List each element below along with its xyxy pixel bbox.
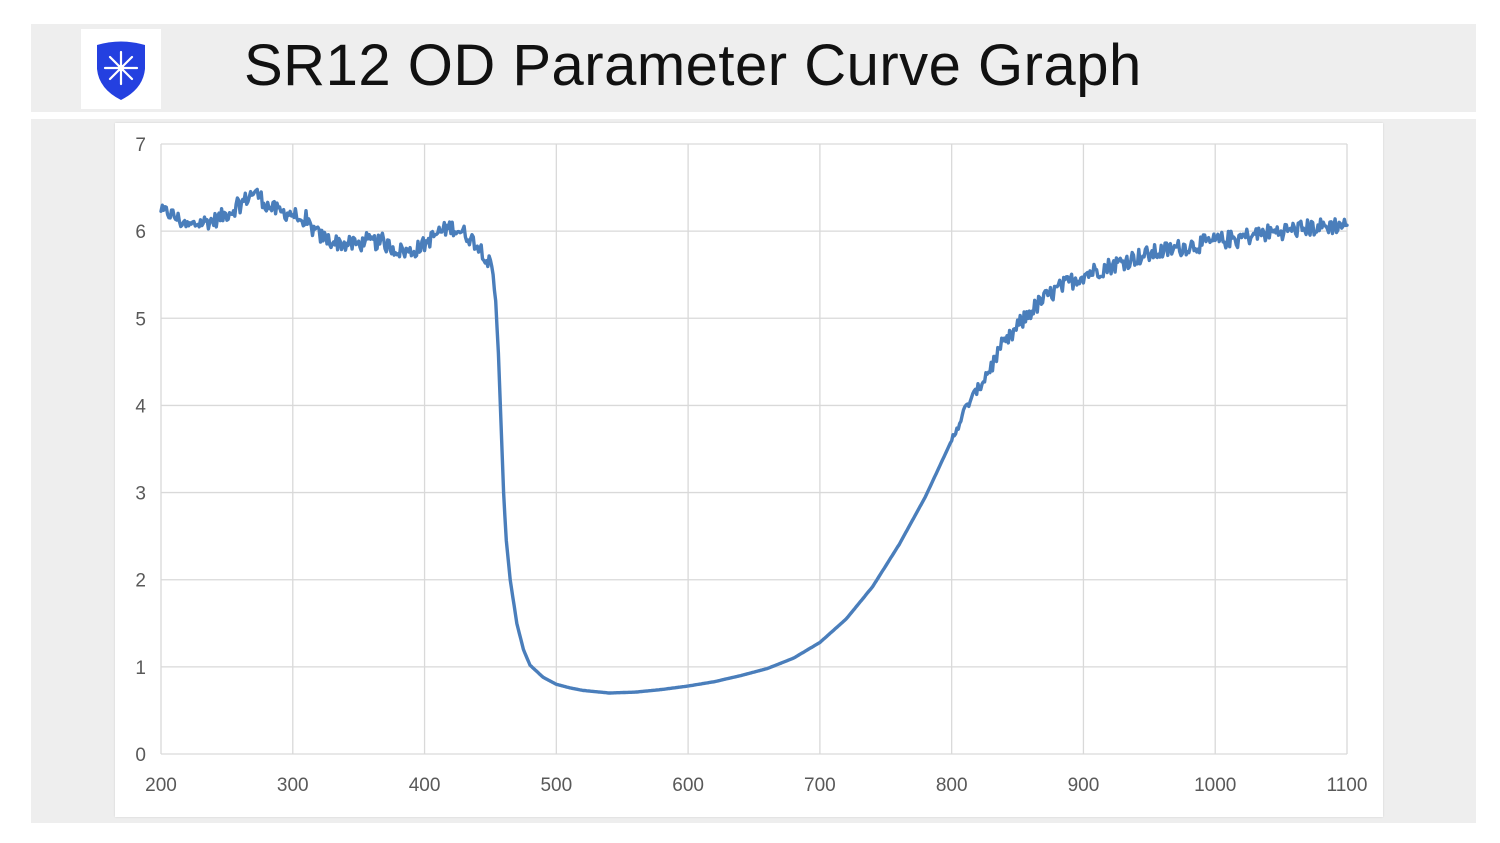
shield-star-icon: [97, 41, 145, 100]
x-tick-label: 700: [804, 775, 836, 796]
x-tick-label: 1000: [1194, 775, 1236, 796]
y-axis-ticks: 0 1 2 3 4 5 6 7: [135, 135, 146, 766]
x-tick-label: 200: [145, 775, 177, 796]
x-tick-label: 1100: [1327, 775, 1368, 796]
y-tick-label: 5: [135, 309, 146, 330]
x-tick-label: 400: [409, 775, 441, 796]
x-tick-label: 900: [1068, 775, 1100, 796]
y-tick-label: 6: [135, 222, 146, 243]
x-tick-label: 500: [540, 775, 572, 796]
grid: [160, 143, 1348, 755]
x-tick-label: 800: [936, 775, 968, 796]
page-title: SR12 OD Parameter Curve Graph: [244, 33, 1142, 98]
x-axis-ticks: 200 300 400 500 600 700 800 900 1000 1100: [145, 775, 1367, 796]
y-tick-label: 0: [135, 745, 146, 766]
header-bar: [31, 24, 1476, 112]
y-tick-label: 3: [135, 484, 146, 505]
x-tick-label: 300: [277, 775, 309, 796]
y-tick-label: 1: [135, 658, 146, 679]
y-tick-label: 2: [135, 571, 146, 592]
series-line-0: [159, 187, 1349, 695]
x-tick-label: 600: [672, 775, 704, 796]
y-tick-label: 7: [135, 135, 146, 156]
series-layer: [159, 187, 1349, 695]
y-tick-label: 4: [135, 396, 146, 417]
logo: [81, 29, 161, 109]
